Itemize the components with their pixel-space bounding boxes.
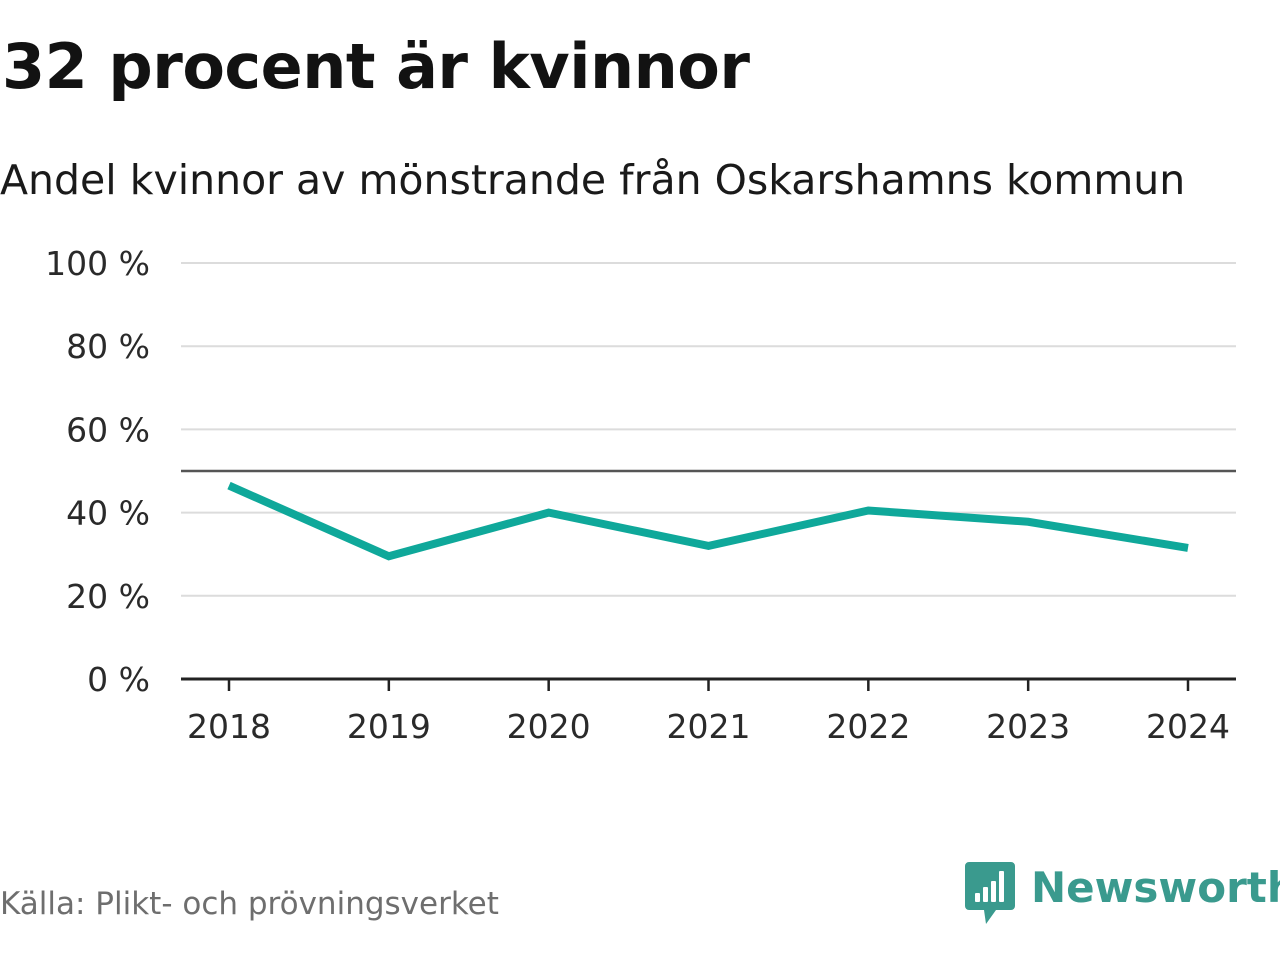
chart-title: 32 procent är kvinnor xyxy=(2,30,750,103)
axes xyxy=(181,677,1236,691)
logo-bubble-shape xyxy=(965,862,1015,924)
gridlines xyxy=(181,262,1236,597)
line-chart: 0 % 20 % 40 % 60 % 80 % 100 % 2018 2019 2020 2021… xyxy=(45,244,1236,746)
tick-labels: 0 % 20 % 40 % 60 % 80 % 100 % 2018 2019 2020 2021… xyxy=(45,244,1230,746)
logo-bar-1 xyxy=(975,893,980,902)
y-tick-label: 60 % xyxy=(66,410,150,449)
y-tick-label: 40 % xyxy=(66,494,150,533)
x-tick-label: 2018 xyxy=(187,707,271,746)
y-tick-label: 0 % xyxy=(87,660,150,699)
x-tick-label: 2024 xyxy=(1146,707,1230,746)
y-tick-label: 20 % xyxy=(66,577,150,616)
x-tick-label: 2021 xyxy=(667,707,751,746)
chart-subtitle: Andel kvinnor av mönstrande från Oskarsh… xyxy=(0,156,1186,204)
logo-bar-3 xyxy=(991,881,996,902)
x-tick-label: 2023 xyxy=(986,707,1070,746)
x-tick-label: 2020 xyxy=(507,707,591,746)
brand-logo: Newsworthy xyxy=(965,862,1280,928)
series-group xyxy=(227,481,1189,561)
series-line xyxy=(227,481,1189,561)
source-note: Källa: Plikt- och prövningsverket xyxy=(0,886,499,922)
x-tick-label: 2019 xyxy=(347,707,431,746)
brand-name: Newsworthy xyxy=(1031,863,1280,912)
bar-chart-speech-bubble-icon xyxy=(965,862,1015,924)
logo-bar-4 xyxy=(999,871,1004,902)
y-tick-label: 80 % xyxy=(66,327,150,366)
y-tick-label: 100 % xyxy=(45,244,150,283)
logo-bar-2 xyxy=(983,887,988,902)
x-tick-label: 2022 xyxy=(826,707,910,746)
